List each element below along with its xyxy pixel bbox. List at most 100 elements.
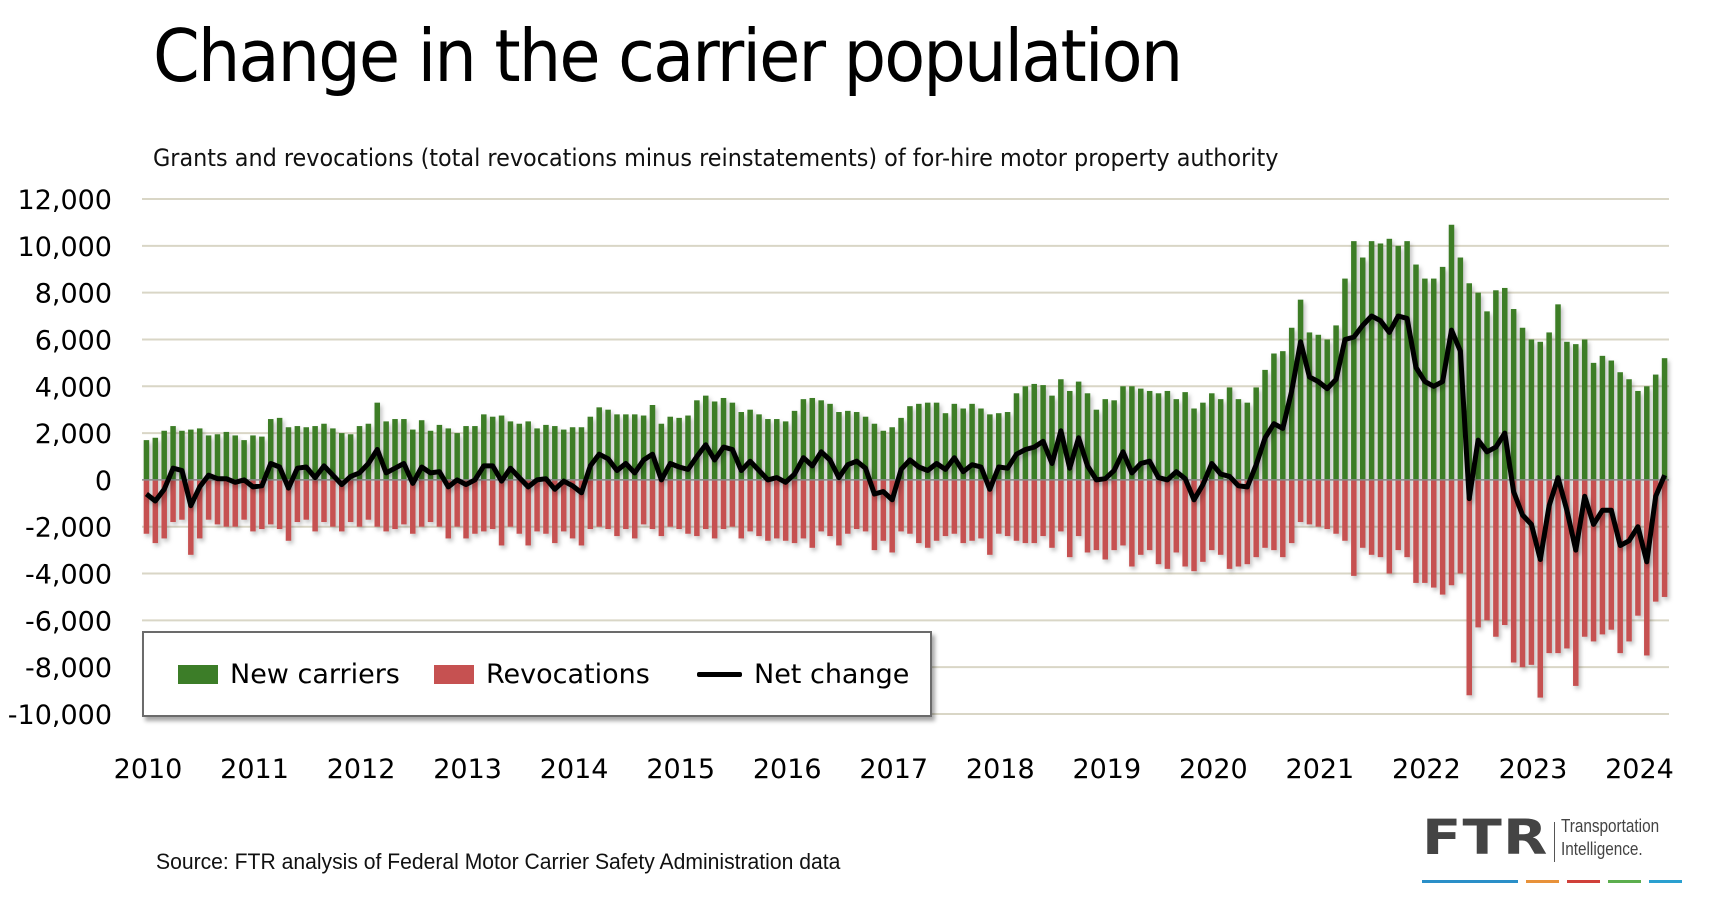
new-carriers-bar xyxy=(676,417,682,480)
revocations-bar xyxy=(223,479,230,527)
new-carriers-bar xyxy=(685,415,691,480)
revocations-bar xyxy=(756,479,762,537)
revocations-bar xyxy=(1022,479,1029,544)
revocations-bar xyxy=(481,479,487,532)
revocations-bar xyxy=(720,479,727,530)
new-carriers-bar xyxy=(995,413,1002,480)
x-tick-label: 2014 xyxy=(540,754,609,785)
revocations-bar xyxy=(924,479,931,548)
revocations-bar xyxy=(143,479,150,534)
revocations-bar xyxy=(1413,479,1419,583)
revocations-swatch xyxy=(434,665,474,684)
revocations-bar xyxy=(1226,479,1233,569)
new-carriers-bar xyxy=(1262,369,1268,480)
revocations-bar xyxy=(232,479,238,527)
new-carriers-bar xyxy=(916,403,922,480)
new-carriers-bar xyxy=(942,413,949,480)
new-carriers-bar xyxy=(738,412,745,480)
revocations-bar xyxy=(960,479,966,544)
revocations-bar xyxy=(436,479,443,527)
revocations-bar xyxy=(196,479,203,539)
y-tick-label: 0 xyxy=(95,466,112,497)
revocations-bar xyxy=(942,479,949,537)
revocations-bar xyxy=(1040,479,1046,537)
new-carriers-bar xyxy=(791,410,798,480)
new-carriers-bar xyxy=(1626,379,1632,480)
revocations-bar xyxy=(605,479,611,530)
chart-subtitle: Grants and revocations (total revocation… xyxy=(153,144,1279,172)
revocations-bar xyxy=(1129,479,1135,567)
new-carriers-bar xyxy=(330,428,336,480)
revocations-bar xyxy=(1306,479,1313,525)
x-axis: 2010 2011 2012 2013 2014 2015 2016 2017 2018 2019… xyxy=(114,754,1674,785)
revocations-bar xyxy=(161,479,167,539)
new-carriers-bar xyxy=(498,415,505,480)
new-carriers-bar xyxy=(1040,385,1046,480)
new-carriers-bar xyxy=(259,436,265,480)
new-carriers-bar xyxy=(898,417,904,480)
logo-underline-3 xyxy=(1567,880,1600,883)
new-carriers-bar xyxy=(1555,304,1561,480)
revocations-bar xyxy=(738,479,745,539)
y-tick-label: 12,000 xyxy=(18,185,112,216)
new-carriers-bar xyxy=(1191,408,1197,480)
new-carriers-bar xyxy=(427,430,434,480)
y-tick-label: -10,000 xyxy=(8,700,112,731)
revocations-bar xyxy=(1475,479,1481,628)
chart-title: Change in the carrier population xyxy=(153,14,1183,98)
revocations-bar xyxy=(1111,479,1117,551)
revocations-bar xyxy=(1271,479,1277,551)
x-tick-label: 2017 xyxy=(859,754,928,785)
new-carriers-bar xyxy=(951,403,958,480)
revocations-bar xyxy=(1457,479,1464,574)
new-carriers-bar xyxy=(1235,399,1242,480)
legend: New carriers Revocations Net change xyxy=(142,631,932,717)
new-carriers-bar xyxy=(1155,393,1162,480)
new-carriers-bar xyxy=(711,401,718,480)
revocations-bar xyxy=(383,479,389,532)
revocations-bar xyxy=(1333,479,1339,534)
new-carriers-bar xyxy=(871,423,878,480)
revocations-bar xyxy=(995,479,1002,534)
revocations-bar xyxy=(1555,479,1561,654)
y-tick-label: -4,000 xyxy=(25,560,112,591)
revocations-bar xyxy=(987,479,993,555)
revocations-bar xyxy=(880,479,887,541)
new-carriers-bar xyxy=(1573,344,1579,480)
new-carriers-bar xyxy=(809,397,816,480)
new-carriers-bar xyxy=(560,429,567,480)
revocations-bar xyxy=(1661,479,1668,597)
revocations-bar xyxy=(818,479,824,532)
revocations-bar xyxy=(1466,479,1472,696)
revocations-bar xyxy=(596,479,602,527)
revocations-bar xyxy=(800,479,807,539)
revocations-bar xyxy=(1066,479,1073,558)
new-carriers-bar xyxy=(1226,387,1233,480)
new-carriers-bar xyxy=(729,402,736,480)
revocations-bar xyxy=(1138,479,1144,555)
revocations-bar xyxy=(1493,479,1499,637)
revocations-bar xyxy=(1422,479,1428,583)
new-carriers-bar xyxy=(1244,402,1251,480)
new-carriers-bar xyxy=(241,440,247,480)
new-carriers-bar xyxy=(694,400,700,480)
revocations-bar xyxy=(702,479,709,530)
new-carriers-bar xyxy=(614,414,620,480)
revocations-bar xyxy=(667,479,673,527)
revocations-bar xyxy=(339,479,345,532)
new-carriers-bar xyxy=(1466,283,1472,480)
new-carriers-bar xyxy=(1200,402,1206,480)
new-carriers-bar xyxy=(1430,278,1437,480)
new-carriers-bar xyxy=(1528,339,1535,480)
revocations-bar xyxy=(445,479,452,539)
new-carriers-bar xyxy=(205,435,212,480)
revocations-bar xyxy=(1200,479,1206,562)
new-carriers-bar xyxy=(1253,387,1259,480)
new-carriers-bar xyxy=(1297,299,1304,480)
revocations-bar xyxy=(916,479,922,544)
revocations-bar xyxy=(676,479,682,530)
revocations-bar xyxy=(1031,479,1037,544)
new-carriers-bar xyxy=(552,426,558,480)
revocations-bar xyxy=(489,479,496,530)
new-carriers-bar xyxy=(987,414,993,480)
